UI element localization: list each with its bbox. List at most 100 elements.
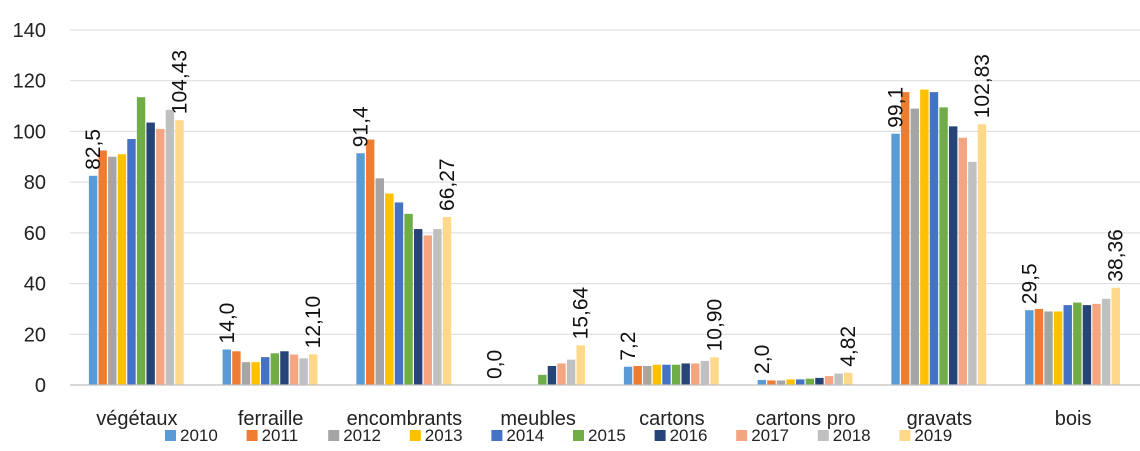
bar-2015 bbox=[805, 378, 815, 385]
category-label: cartons pro bbox=[756, 408, 856, 430]
category-label: encombrants bbox=[347, 408, 463, 430]
legend-swatch bbox=[736, 430, 748, 441]
bar-2019 bbox=[844, 372, 853, 385]
bar-2010 bbox=[356, 153, 365, 385]
bar-2014 bbox=[929, 92, 939, 385]
bar-2014 bbox=[662, 364, 671, 385]
bar-2015 bbox=[538, 374, 547, 385]
bar-2018 bbox=[834, 373, 843, 385]
gridlines bbox=[70, 29, 1140, 335]
category-label: ferraille bbox=[238, 408, 304, 430]
bar-2013 bbox=[251, 362, 260, 385]
bar-2011 bbox=[900, 92, 910, 385]
y-axis-ticks: 0 20 40 60 80 100 120 140 bbox=[13, 20, 46, 397]
category-label: végétaux bbox=[96, 408, 177, 430]
bar-2016 bbox=[948, 126, 958, 385]
legend-swatch bbox=[409, 430, 421, 441]
bar-2013 bbox=[652, 364, 662, 385]
bar-2012 bbox=[643, 365, 652, 385]
y-tick-label: 60 bbox=[24, 223, 46, 245]
legend-swatch bbox=[573, 430, 584, 441]
bar-2013 bbox=[786, 379, 795, 385]
bar-2017 bbox=[156, 128, 165, 385]
data-label: 91,4 bbox=[350, 106, 373, 147]
bar-2019 bbox=[710, 357, 719, 385]
bar-2011 bbox=[365, 139, 375, 385]
legend-label: 2011 bbox=[262, 426, 299, 445]
data-label: 0,0 bbox=[483, 350, 506, 379]
legend-label: 2015 bbox=[588, 426, 626, 445]
y-tick-label: 100 bbox=[13, 121, 46, 143]
bar-2012 bbox=[776, 380, 786, 385]
legend-label: 2013 bbox=[425, 426, 463, 445]
bar-2014 bbox=[796, 379, 805, 385]
legend-label: 2016 bbox=[670, 426, 708, 445]
bar-2012 bbox=[108, 156, 117, 385]
bar-2014 bbox=[261, 357, 270, 385]
category-label: gravats bbox=[907, 408, 973, 430]
bar-2018 bbox=[299, 358, 308, 385]
bar-2018 bbox=[433, 229, 442, 385]
data-label: 7,2 bbox=[617, 332, 640, 361]
bar-2015 bbox=[1073, 302, 1082, 385]
bar-2017 bbox=[423, 235, 432, 385]
bar-2010 bbox=[891, 133, 900, 385]
bar-2012 bbox=[1044, 311, 1053, 385]
bar-2011 bbox=[1034, 308, 1044, 385]
x-axis-categories: végétaux ferraille encombrants meubles carto… bbox=[96, 408, 1091, 430]
bar-2014 bbox=[1063, 305, 1072, 385]
data-label: 4,82 bbox=[837, 326, 860, 367]
category-label: meubles bbox=[500, 408, 576, 430]
bar-2016 bbox=[681, 363, 690, 385]
bar-2016 bbox=[547, 365, 557, 385]
bar-2019 bbox=[175, 120, 184, 385]
data-labels: 82,5 104,43 14,0 12,10 91,4 66,27 0,0 15,64 7,2 1… bbox=[82, 50, 1128, 379]
legend-label: 2014 bbox=[506, 426, 544, 445]
data-label: 2,0 bbox=[751, 345, 774, 374]
bar-2018 bbox=[566, 359, 576, 385]
bar-2016 bbox=[815, 377, 824, 385]
bar-2010 bbox=[757, 379, 767, 385]
bar-2010 bbox=[1025, 310, 1034, 385]
data-label: 66,27 bbox=[436, 158, 459, 211]
bar-2012 bbox=[910, 108, 919, 385]
data-label: 15,64 bbox=[570, 286, 593, 339]
legend-swatch bbox=[328, 430, 340, 441]
legend-swatch bbox=[654, 430, 666, 441]
bar-2012 bbox=[375, 178, 384, 385]
bar-2017 bbox=[289, 354, 299, 385]
bar-2010 bbox=[623, 366, 633, 385]
data-label: 12,10 bbox=[302, 296, 325, 349]
bar-2012 bbox=[241, 362, 251, 385]
y-tick-label: 0 bbox=[35, 375, 46, 397]
data-label: 82,5 bbox=[82, 129, 105, 170]
bar-2018 bbox=[968, 161, 977, 385]
category-label: bois bbox=[1055, 408, 1092, 430]
bar-2017 bbox=[958, 137, 967, 385]
data-label: 99,1 bbox=[885, 87, 908, 128]
bar-2011 bbox=[232, 351, 241, 385]
bar-2010 bbox=[88, 175, 98, 385]
legend-swatch bbox=[817, 430, 829, 441]
y-tick-label: 120 bbox=[13, 71, 46, 93]
bar-2019 bbox=[977, 124, 987, 385]
bar-2016 bbox=[1082, 305, 1092, 385]
bar-2019 bbox=[1111, 287, 1120, 385]
bar-2015 bbox=[671, 364, 681, 385]
bar-2013 bbox=[920, 89, 929, 385]
bar-2014 bbox=[394, 202, 404, 385]
data-label: 38,36 bbox=[1105, 229, 1128, 282]
bar-2011 bbox=[767, 380, 776, 385]
legend-label: 2018 bbox=[833, 426, 871, 445]
bar-2017 bbox=[824, 376, 834, 385]
bar-2015 bbox=[404, 213, 413, 385]
data-label: 29,5 bbox=[1018, 263, 1041, 304]
legend-swatch bbox=[899, 430, 911, 441]
bar-2013 bbox=[1053, 311, 1063, 385]
y-tick-label: 20 bbox=[24, 324, 46, 346]
bar-2015 bbox=[939, 107, 948, 385]
data-label: 10,90 bbox=[703, 299, 726, 352]
legend-swatch bbox=[491, 430, 503, 441]
bar-2014 bbox=[127, 139, 136, 385]
